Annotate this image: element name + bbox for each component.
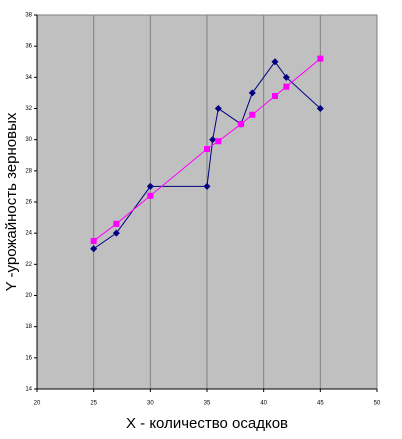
y-tick-label: 24 — [25, 231, 32, 237]
marker — [283, 83, 290, 90]
marker — [112, 229, 120, 237]
marker — [215, 138, 222, 145]
marker — [204, 146, 210, 153]
y-tick-label: 20 — [25, 293, 32, 299]
marker — [272, 93, 278, 100]
y-tick-label: 32 — [25, 106, 32, 112]
y-tick-label: 16 — [25, 355, 32, 361]
y-tick-label: 18 — [25, 324, 32, 330]
marker — [282, 73, 290, 81]
x-tick-label: 40 — [260, 401, 267, 407]
y-axis-title: Y -урожайность зерновых — [3, 112, 20, 291]
marker — [90, 237, 97, 244]
x-tick-label: 25 — [90, 401, 97, 407]
marker — [147, 192, 154, 199]
marker — [249, 111, 256, 118]
x-tick-label: 35 — [204, 401, 211, 407]
marker — [214, 105, 222, 112]
y-tick-label: 28 — [25, 168, 32, 174]
marker — [209, 136, 217, 144]
marker — [146, 182, 154, 190]
x-tick-label: 45 — [317, 401, 324, 407]
y-tick-label: 30 — [25, 137, 32, 143]
marker — [238, 121, 244, 128]
marker — [271, 58, 279, 66]
y-tick-label: 22 — [25, 262, 32, 268]
x-tick-label: 30 — [147, 401, 154, 407]
y-tick-label: 38 — [25, 13, 32, 19]
x-axis-title: X - количество осадков — [126, 415, 288, 432]
x-tick-label: 50 — [374, 401, 381, 407]
y-tick-label: 14 — [25, 387, 32, 393]
y-tick-label: 26 — [25, 200, 32, 206]
marker — [203, 182, 211, 190]
y-tick-label: 34 — [25, 75, 32, 81]
y-tick-label: 36 — [25, 44, 32, 50]
marker — [317, 55, 324, 62]
marker — [316, 105, 324, 112]
marker — [90, 245, 98, 253]
series-line — [93, 58, 321, 242]
marker — [248, 89, 256, 97]
marker — [113, 220, 120, 227]
x-tick-label: 20 — [34, 401, 41, 407]
